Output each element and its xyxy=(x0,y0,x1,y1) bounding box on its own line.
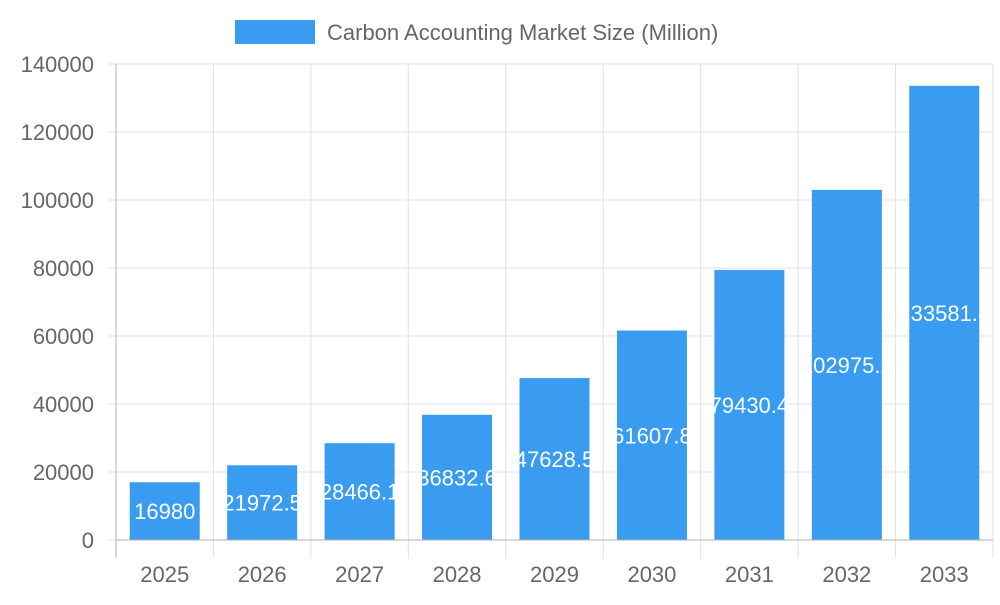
data-label-2028: 36832.6 xyxy=(417,465,497,490)
x-tick-label: 2028 xyxy=(433,562,482,587)
bar-2032[interactable] xyxy=(811,189,882,540)
data-label-2027: 28466.1 xyxy=(320,480,400,505)
bar-2027[interactable] xyxy=(324,443,395,540)
data-label-2030: 61607.8 xyxy=(612,423,692,448)
legend-label: Carbon Accounting Market Size (Million) xyxy=(327,20,718,45)
bar-2030[interactable] xyxy=(616,330,687,540)
x-tick-label: 2030 xyxy=(627,562,676,587)
bar-2026[interactable] xyxy=(227,465,298,540)
bars xyxy=(129,85,980,541)
data-labels: 16980 21972.5 28466.1 36832.6 47628.5 61607.8… xyxy=(134,301,990,524)
x-tick-label: 2031 xyxy=(725,562,774,587)
y-tick-label: 120000 xyxy=(21,120,94,145)
y-tick-label: 60000 xyxy=(33,324,94,349)
x-tick-label: 2027 xyxy=(335,562,384,587)
y-tick-label: 140000 xyxy=(21,52,94,77)
x-tick-label: 2029 xyxy=(530,562,579,587)
data-label-2025: 16980 xyxy=(134,499,195,524)
x-tick-label: 2033 xyxy=(920,562,969,587)
x-tick-label: 2026 xyxy=(238,562,287,587)
x-tick-label: 2025 xyxy=(140,562,189,587)
x-tick-label: 2032 xyxy=(822,562,871,587)
y-tick-label: 100000 xyxy=(21,188,94,213)
y-tick-label: 0 xyxy=(82,528,94,553)
bar-2025[interactable] xyxy=(129,482,200,540)
y-tick-label: 40000 xyxy=(33,392,94,417)
data-label-2031: 79430.4 xyxy=(710,393,790,418)
data-label-2029: 47628.5 xyxy=(515,447,595,472)
bar-2028[interactable] xyxy=(422,414,493,540)
legend[interactable]: Carbon Accounting Market Size (Million) xyxy=(235,20,718,45)
y-tick-label: 20000 xyxy=(33,460,94,485)
legend-swatch xyxy=(235,20,315,44)
data-label-2026: 21972.5 xyxy=(222,491,302,516)
y-tick-label: 80000 xyxy=(33,256,94,281)
axes: 0 20000 40000 60000 80000 100000 120000 140000 2… xyxy=(21,52,993,587)
bar-2031[interactable] xyxy=(714,269,785,540)
data-label-2033: 133581.8 xyxy=(898,301,990,326)
bar-2029[interactable] xyxy=(519,378,590,540)
data-label-2032: 102975.2 xyxy=(801,353,893,378)
bar-2033[interactable] xyxy=(909,85,980,541)
